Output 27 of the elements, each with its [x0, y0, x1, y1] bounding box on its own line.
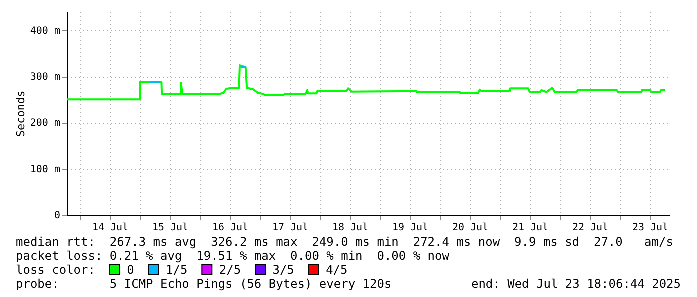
y-tick-label: 400 m	[30, 26, 60, 37]
legend-label: 1/5	[166, 263, 188, 277]
y-tick-label: 0	[54, 210, 60, 222]
legend-label: 2/5	[219, 263, 242, 277]
text: end: Wed Jul 23 18:06:44 2025	[471, 277, 681, 291]
legend-label: 0	[127, 263, 134, 277]
x-tick-label: 17 Jul	[272, 222, 309, 234]
y-tick-label: 200 m	[30, 118, 60, 130]
x-tick-label: 18 Jul	[332, 222, 369, 234]
line-series	[66, 64, 666, 101]
text: packet loss: 0.21 % avg 19.51 % max 0.00 % min 0.00 % now	[16, 249, 450, 263]
y-axis-title: Seconds	[14, 90, 28, 138]
legend-title: loss color:	[16, 263, 96, 277]
x-tick-label: 21 Jul	[512, 222, 549, 234]
x-tick-label: 14 Jul	[92, 222, 129, 234]
y-tick-label: 100 m	[30, 164, 60, 176]
legend-label: 4/5	[326, 263, 348, 277]
text: probe: 5 ICMP Echo Pings (56 Bytes) every 120s	[16, 277, 392, 291]
x-tick-label: 16 Jul	[212, 222, 249, 234]
x-tick-label: 23 Jul	[632, 222, 669, 234]
x-tick-label: 19 Jul	[392, 222, 429, 234]
legend-label: 3/5	[272, 263, 294, 277]
x-tick-label: 20 Jul	[452, 222, 489, 234]
x-tick-label: 22 Jul	[572, 222, 609, 234]
y-tick-label: 300 m	[30, 72, 60, 84]
x-tick-label: 15 Jul	[152, 222, 189, 234]
text: median rtt: 267.3 ms avg 326.2 ms max 249.0 ms min 272.4 ms now 9.9 ms sd 27.0 am/s	[16, 235, 674, 249]
